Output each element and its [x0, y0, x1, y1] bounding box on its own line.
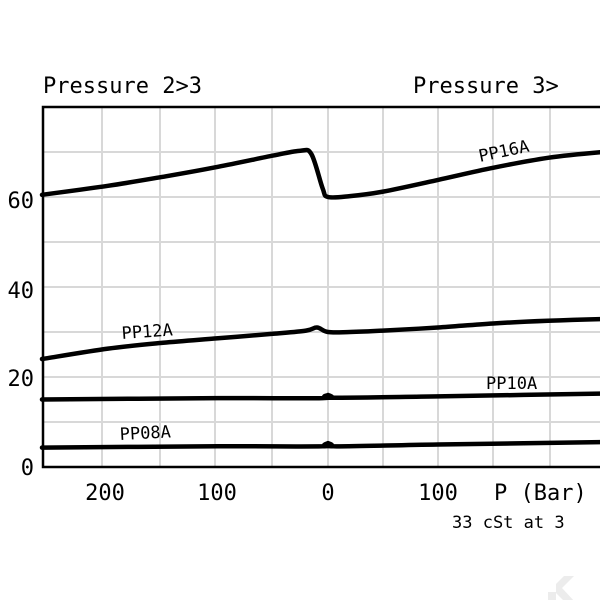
- y-tick-label: 60: [8, 189, 35, 214]
- x-tick-label: 100: [197, 481, 237, 506]
- y-tick-label: 40: [8, 279, 35, 304]
- series-line-pp16a: [39, 147, 600, 200]
- y-tick-labels: 0 20 40 60: [8, 189, 35, 481]
- right-title: Pressure 3>: [413, 74, 559, 99]
- series-curves: [39, 147, 600, 450]
- y-tick-label: 0: [21, 456, 34, 481]
- x-tick-label: 100: [418, 481, 458, 506]
- x-axis-label: P (Bar): [494, 481, 587, 506]
- viscosity-note: 33 cSt at 3: [452, 513, 565, 533]
- y-tick-label: 20: [8, 367, 35, 392]
- series-label-pp08a: PP08A: [119, 422, 171, 445]
- series-label-pp12a: PP12A: [121, 320, 173, 344]
- plot-frame: [41, 105, 600, 469]
- series-line-pp12a: [39, 316, 600, 362]
- series-line-pp10a: [39, 391, 600, 402]
- brand-logo: [548, 576, 574, 600]
- x-tick-label: 200: [85, 481, 125, 506]
- series-line-pp08a: [39, 439, 600, 450]
- series-label-pp10a: PP10A: [486, 374, 537, 394]
- x-tick-label: 0: [321, 481, 334, 506]
- left-title: Pressure 2>3: [43, 74, 202, 99]
- x-tick-labels: 200 100 0 100: [85, 481, 458, 506]
